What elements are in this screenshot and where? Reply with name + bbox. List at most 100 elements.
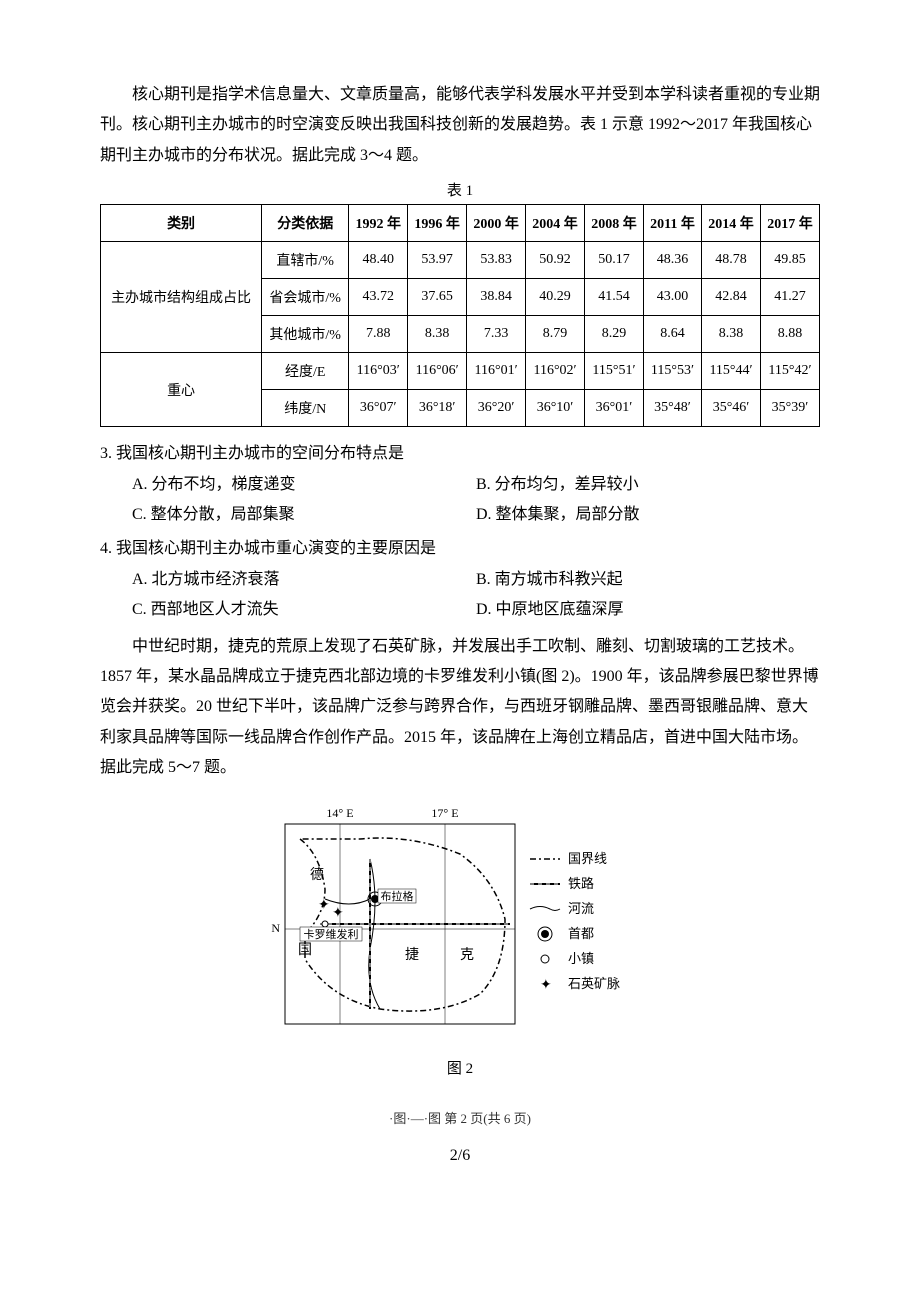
q3-option-c: C. 整体分散，局部集聚 — [132, 500, 476, 530]
th-fenlei: 分类依据 — [262, 205, 349, 242]
cell: 115°44′ — [702, 353, 761, 390]
table-row: 重心 经度/E 116°03′ 116°06′ 116°01′ 116°02′ … — [101, 353, 820, 390]
cell: 35°39′ — [761, 390, 820, 427]
cell: 48.40 — [349, 242, 408, 279]
cell: 116°06′ — [408, 353, 467, 390]
cell: 7.88 — [349, 316, 408, 353]
cell: 116°02′ — [526, 353, 585, 390]
q3-option-a: A. 分布不均，梯度递变 — [132, 470, 476, 500]
cell: 41.27 — [761, 279, 820, 316]
cell: 116°01′ — [467, 353, 526, 390]
cell: 115°51′ — [585, 353, 644, 390]
cell: 50.92 — [526, 242, 585, 279]
th-1996: 1996 年 — [408, 205, 467, 242]
intro-paragraph: 核心期刊是指学术信息量大、文章质量高，能够代表学科发展水平并受到本学科读者重视的… — [100, 80, 820, 171]
th-2017: 2017 年 — [761, 205, 820, 242]
q3-option-b: B. 分布均匀，差异较小 — [476, 470, 820, 500]
prague-label: 布拉格 — [381, 889, 414, 903]
q4-stem: 4. 我国核心期刊主办城市重心演变的主要原因是 — [100, 534, 820, 564]
legend-capital-label: 首都 — [568, 926, 594, 941]
legend-town-icon — [541, 955, 549, 963]
row-label: 直辖市/% — [262, 242, 349, 279]
cell: 50.17 — [585, 242, 644, 279]
cell: 8.79 — [526, 316, 585, 353]
lon-label-14: 14° E — [326, 806, 353, 820]
q4-option-d: D. 中原地区底蕴深厚 — [476, 595, 820, 625]
cell: 36°01′ — [585, 390, 644, 427]
cell: 115°53′ — [643, 353, 701, 390]
cell: 53.83 — [467, 242, 526, 279]
legend-rail-label: 铁路 — [568, 876, 594, 891]
group2-label: 重心 — [101, 353, 262, 427]
map-caption: 图 2 — [100, 1057, 820, 1078]
data-table: 类别 分类依据 1992 年 1996 年 2000 年 2004 年 2008… — [100, 204, 820, 427]
cell: 115°42′ — [761, 353, 820, 390]
cell: 48.78 — [702, 242, 761, 279]
cell: 38.84 — [467, 279, 526, 316]
q4-option-c: C. 西部地区人才流失 — [132, 595, 476, 625]
lon-label-17: 17° E — [431, 806, 458, 820]
legend-river-icon — [530, 907, 560, 911]
row-label: 省会城市/% — [262, 279, 349, 316]
label-guo: 国 — [298, 943, 312, 958]
legend: 国界线 铁路 河流 首都 小镇 ✦ 石英矿脉 — [530, 851, 620, 993]
cell: 43.72 — [349, 279, 408, 316]
th-2004: 2004 年 — [526, 205, 585, 242]
legend-quartz-label: 石英矿脉 — [568, 976, 620, 991]
cell: 49.85 — [761, 242, 820, 279]
karlovy-label: 卡罗维发利 — [304, 927, 359, 941]
q3-option-d: D. 整体集聚，局部分散 — [476, 500, 820, 530]
cell: 36°20′ — [467, 390, 526, 427]
cell: 8.64 — [643, 316, 701, 353]
cell: 8.38 — [408, 316, 467, 353]
row-label: 经度/E — [262, 353, 349, 390]
cell: 8.38 — [702, 316, 761, 353]
cell: 53.97 — [408, 242, 467, 279]
group1-label: 主办城市结构组成占比 — [101, 242, 262, 353]
row-label: 其他城市/% — [262, 316, 349, 353]
legend-capital-dot — [541, 930, 549, 938]
river-2 — [325, 899, 370, 904]
row-label: 纬度/N — [262, 390, 349, 427]
footer-note: ·图·—·图 第 2 页(共 6 页) — [100, 1108, 820, 1127]
cell: 8.88 — [761, 316, 820, 353]
legend-river-label: 河流 — [568, 901, 594, 916]
lat-label-50: 50° N — [270, 921, 280, 935]
th-2000: 2000 年 — [467, 205, 526, 242]
q3-stem: 3. 我国核心期刊主办城市的空间分布特点是 — [100, 439, 820, 469]
cell: 36°10′ — [526, 390, 585, 427]
map-svg: 14° E 17° E 50° N 布拉格 卡罗维发利 ✦ ✦ 德 国 — [270, 799, 650, 1049]
cell: 8.29 — [585, 316, 644, 353]
cell: 41.54 — [585, 279, 644, 316]
th-2008: 2008 年 — [585, 205, 644, 242]
town-marker — [322, 921, 328, 927]
map-figure: 14° E 17° E 50° N 布拉格 卡罗维发利 ✦ ✦ 德 国 — [100, 799, 820, 1049]
cell: 48.36 — [643, 242, 701, 279]
q4-option-a: A. 北方城市经济衰落 — [132, 565, 476, 595]
quartz-marker-1: ✦ — [318, 898, 330, 913]
cell: 40.29 — [526, 279, 585, 316]
label-de: 德 — [310, 867, 324, 883]
legend-quartz-icon: ✦ — [540, 978, 552, 993]
cell: 35°46′ — [702, 390, 761, 427]
cell: 7.33 — [467, 316, 526, 353]
legend-border-label: 国界线 — [568, 851, 607, 866]
label-ke: 克 — [460, 947, 474, 963]
table-caption: 表 1 — [100, 179, 820, 200]
cell: 35°48′ — [643, 390, 701, 427]
th-leibie: 类别 — [101, 205, 262, 242]
cell: 37.65 — [408, 279, 467, 316]
table-row: 主办城市结构组成占比 直辖市/% 48.40 53.97 53.83 50.92… — [101, 242, 820, 279]
cell: 42.84 — [702, 279, 761, 316]
th-2014: 2014 年 — [702, 205, 761, 242]
passage-2: 中世纪时期，捷克的荒原上发现了石英矿脉，并发展出手工吹制、雕刻、切割玻璃的工艺技… — [100, 632, 820, 784]
th-1992: 1992 年 — [349, 205, 408, 242]
table-header-row: 类别 分类依据 1992 年 1996 年 2000 年 2004 年 2008… — [101, 205, 820, 242]
cell: 36°18′ — [408, 390, 467, 427]
q4-option-b: B. 南方城市科教兴起 — [476, 565, 820, 595]
quartz-marker-2: ✦ — [332, 906, 344, 921]
legend-town-label: 小镇 — [568, 951, 594, 966]
cell: 116°03′ — [349, 353, 408, 390]
label-jie: 捷 — [405, 947, 419, 963]
cell: 36°07′ — [349, 390, 408, 427]
